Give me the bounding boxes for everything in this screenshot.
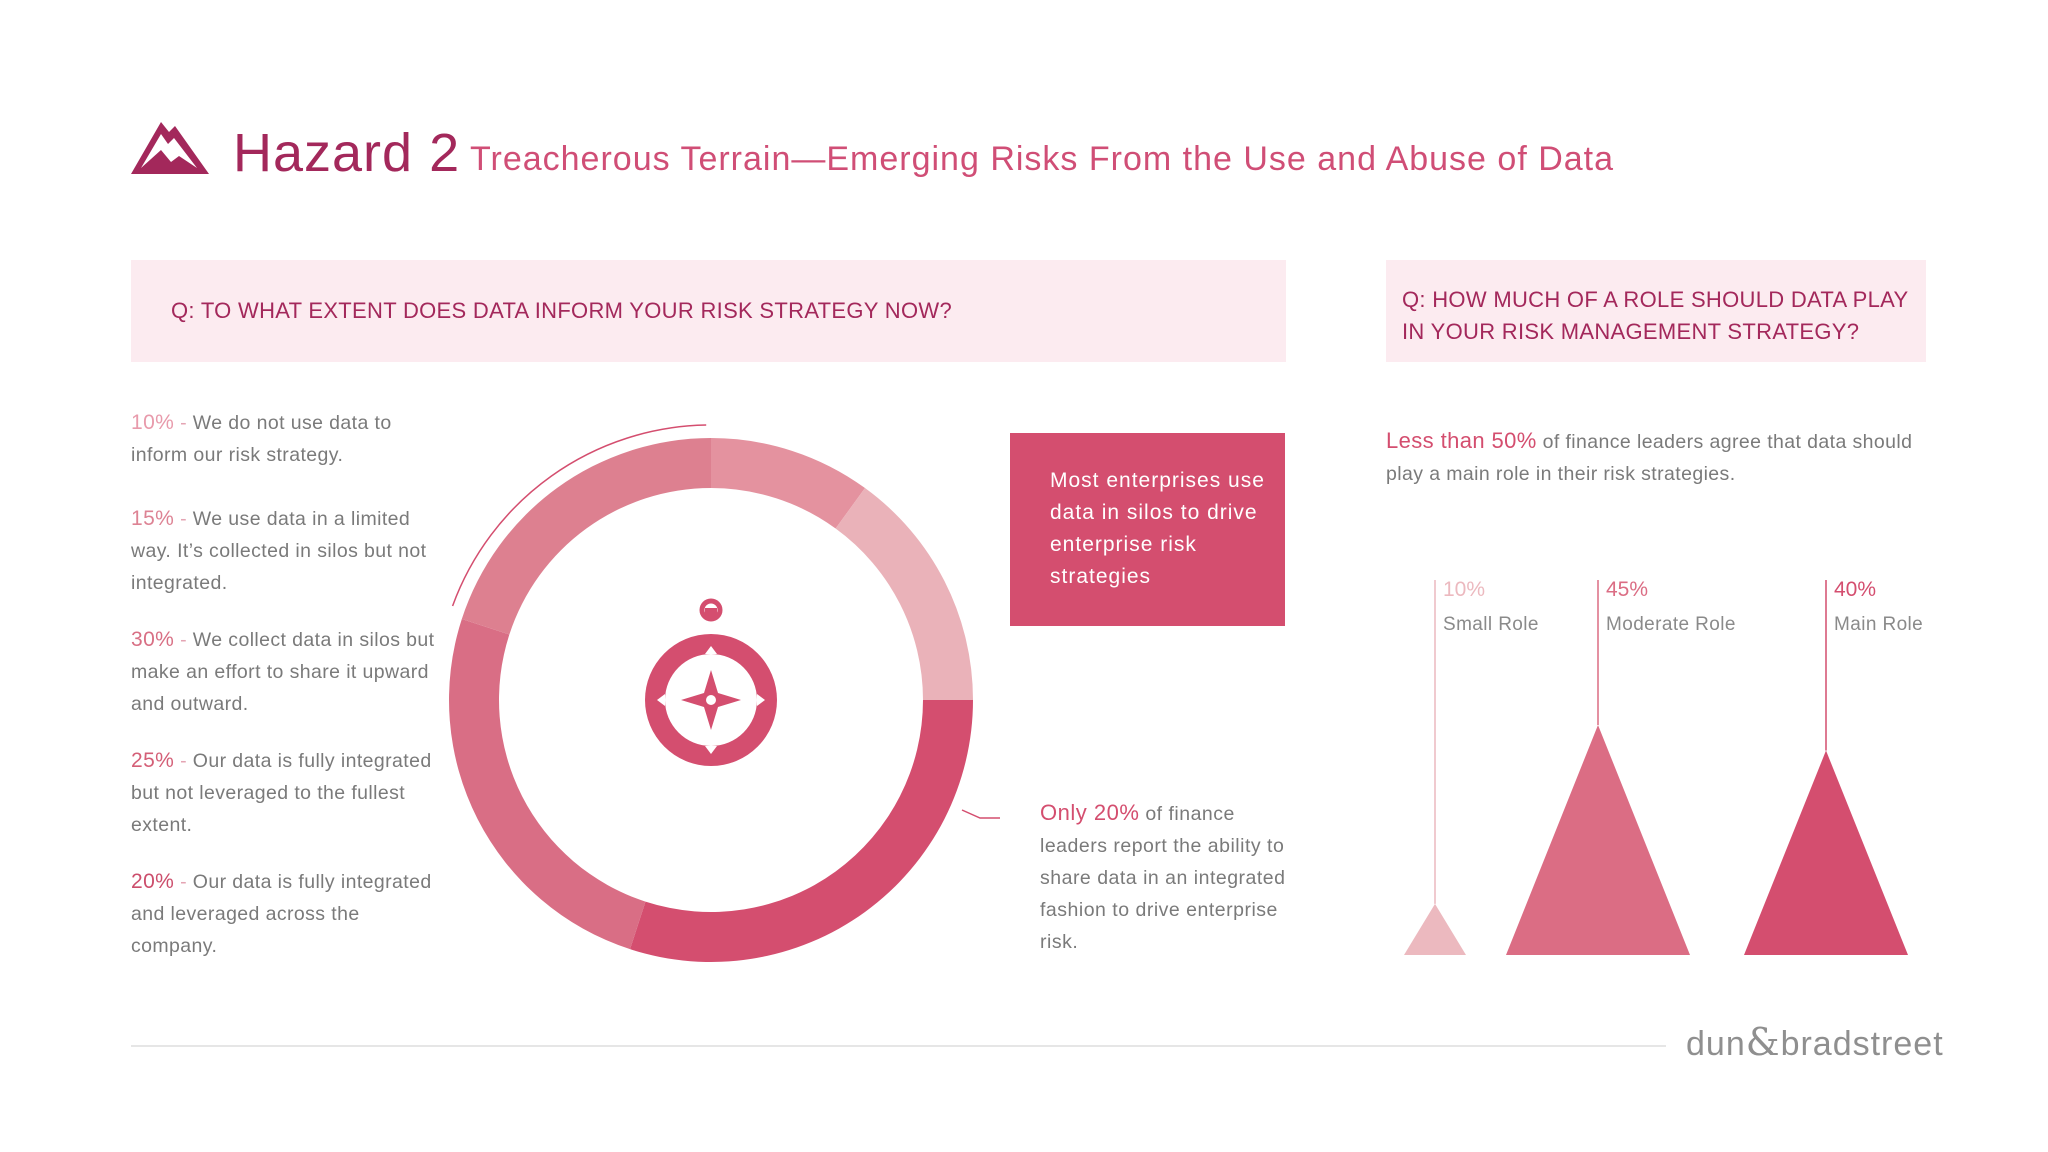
brand-amp: &: [1745, 1020, 1781, 1064]
donut-slice-20pct: [461, 438, 711, 635]
item-percent: 10%: [131, 411, 175, 434]
triangle-value-label: 40%: [1834, 578, 1877, 601]
donut-slice-30pct: [630, 700, 973, 962]
list-item: 15% - We use data in a limited way. It’s…: [131, 507, 427, 594]
triangle-category-label: Small Role: [1443, 614, 1539, 635]
triangle-category-label: Moderate Role: [1606, 614, 1736, 635]
compass-icon: [645, 598, 777, 766]
list-item: 20% - Our data is fully integrated and l…: [131, 870, 432, 957]
donut-slice-25pct: [449, 619, 646, 950]
item-percent: 30%: [131, 628, 175, 651]
item-text: We collect data in silos but make an eff…: [131, 629, 435, 715]
role-triangle-chart: [1404, 580, 1908, 955]
brand-right: bradstreet: [1780, 1025, 1944, 1063]
list-item: 25% - Our data is fully integrated but n…: [131, 749, 432, 836]
mountain-icon: [131, 122, 209, 174]
question-box-role: Q: HOW MUCH OF A ROLE SHOULD DATA PLAY I…: [1386, 260, 1926, 362]
item-text: Our data is fully integrated but not lev…: [131, 750, 432, 836]
note-highlight: Only 20%: [1040, 800, 1140, 825]
page-title: Hazard 2: [233, 123, 461, 183]
donut-slice-10pct: [711, 438, 865, 529]
list-item: 10% - We do not use data to inform our r…: [131, 411, 392, 466]
donut-slice-15pct: [835, 488, 973, 700]
brand-logo: dun&bradstreet: [1686, 1020, 1944, 1064]
item-percent: 25%: [131, 749, 175, 772]
item-text: We use data in a limited way. It’s colle…: [131, 508, 427, 594]
triangle-category-label: Main Role: [1834, 614, 1924, 635]
donut-chart: [449, 424, 1000, 962]
list-item: 30% - We collect data in silos but make …: [131, 628, 435, 715]
item-percent: 15%: [131, 507, 175, 530]
triangle-value-label: 10%: [1443, 578, 1486, 601]
triangle-main-role: [1744, 750, 1908, 955]
highlight-arc: [451, 424, 707, 607]
lead-highlight: Less than 50%: [1386, 428, 1537, 453]
lead-text: Less than 50% of finance leaders agree t…: [1386, 425, 1931, 490]
triangle-value-label: 45%: [1606, 578, 1649, 601]
item-text: We do not use data to inform our risk st…: [131, 412, 392, 466]
triangle-small-role: [1404, 903, 1466, 955]
item-text: Our data is fully integrated and leverag…: [131, 871, 432, 957]
item-percent: 20%: [131, 870, 175, 893]
triangle-moderate-role: [1506, 725, 1690, 955]
callout-box: Most enterprises use data in silos to dr…: [1010, 433, 1285, 626]
note-text: of finance leaders report the ability to…: [1040, 803, 1286, 953]
lead-body: of finance leaders agree that data shoul…: [1386, 431, 1913, 485]
brand-left: dun: [1686, 1025, 1746, 1063]
question-box-current: Q: TO WHAT EXTENT DOES DATA INFORM YOUR …: [131, 260, 1286, 362]
footer-divider: [131, 1045, 1666, 1047]
callout-leader-line: [961, 809, 1000, 819]
integration-note: Only 20% of finance leaders report the a…: [1040, 797, 1290, 958]
page-subtitle: Treacherous Terrain—Emerging Risks From …: [470, 140, 1615, 178]
